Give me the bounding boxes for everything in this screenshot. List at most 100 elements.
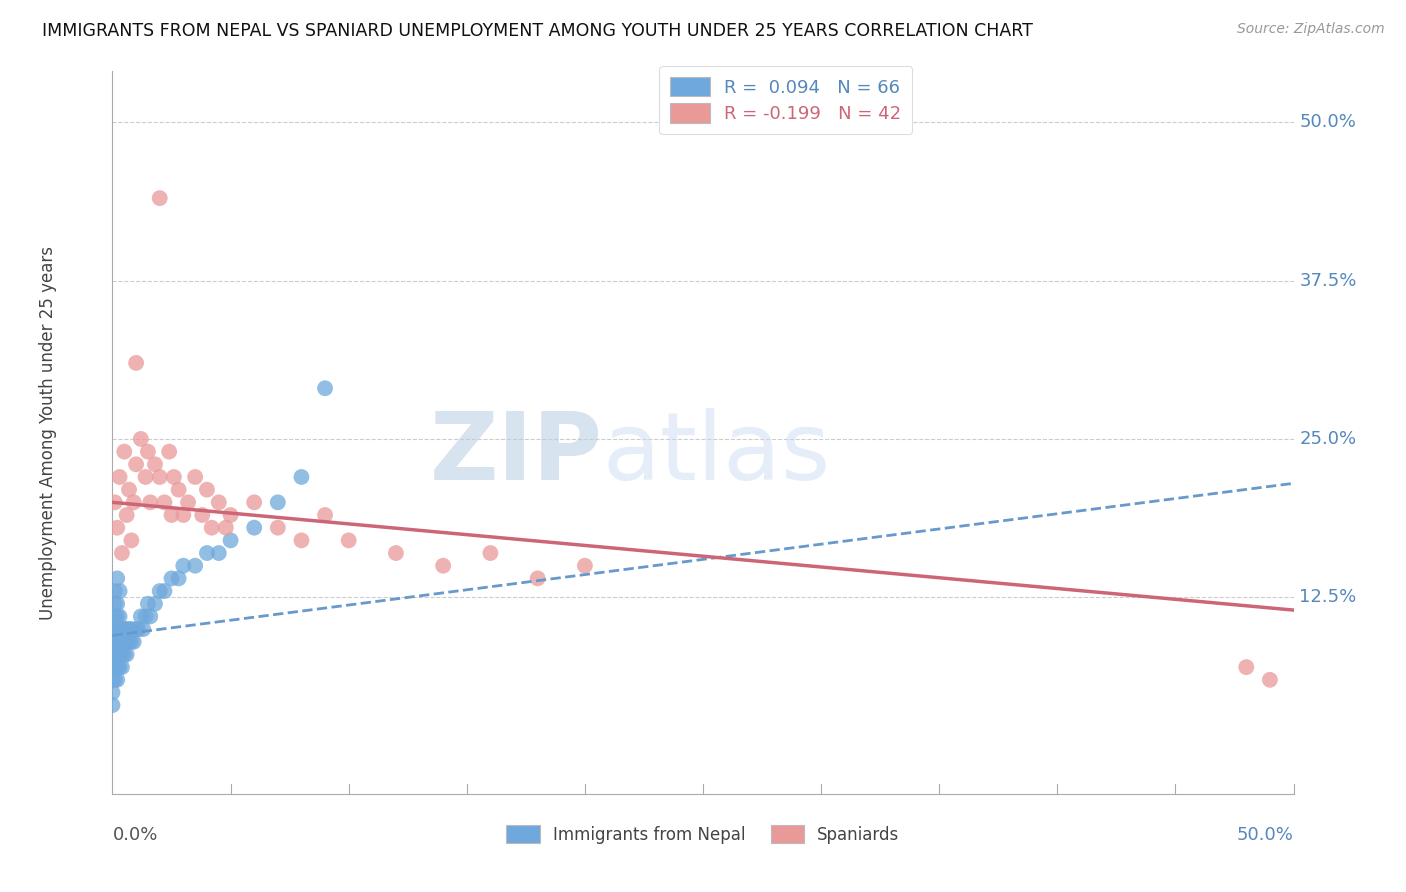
Point — [1258, 673, 1281, 687]
Point — [105, 597, 128, 611]
Point — [184, 470, 207, 484]
Point — [243, 495, 266, 509]
Point — [314, 381, 336, 395]
Point — [219, 508, 242, 522]
Point — [208, 495, 231, 509]
Point — [125, 356, 148, 370]
Point — [104, 660, 127, 674]
Point — [139, 495, 162, 509]
Point — [108, 584, 131, 599]
Point — [112, 622, 135, 636]
Point — [132, 622, 155, 636]
Point — [118, 483, 141, 497]
Point — [111, 660, 134, 674]
Point — [125, 622, 148, 636]
Point — [191, 508, 214, 522]
Text: ZIP: ZIP — [430, 409, 603, 500]
Point — [118, 622, 141, 636]
Point — [104, 584, 127, 599]
Text: 0.0%: 0.0% — [112, 826, 157, 844]
Point — [267, 521, 290, 535]
Point — [105, 571, 128, 585]
Text: 50.0%: 50.0% — [1299, 113, 1357, 131]
Point — [290, 470, 312, 484]
Point — [104, 648, 127, 662]
Point — [160, 571, 183, 585]
Point — [105, 622, 128, 636]
Point — [136, 444, 159, 458]
Point — [105, 521, 128, 535]
Point — [153, 495, 176, 509]
Point — [104, 495, 127, 509]
Point — [125, 458, 148, 472]
Point — [215, 521, 238, 535]
Point — [139, 609, 162, 624]
Point — [167, 571, 190, 585]
Point — [290, 533, 312, 548]
Point — [122, 495, 145, 509]
Point — [432, 558, 454, 573]
Point — [574, 558, 596, 573]
Point — [127, 622, 149, 636]
Point — [201, 521, 224, 535]
Point — [157, 444, 180, 458]
Point — [105, 609, 128, 624]
Point — [104, 634, 127, 648]
Text: 50.0%: 50.0% — [1237, 826, 1294, 844]
Point — [120, 634, 142, 648]
Point — [208, 546, 231, 560]
Point — [112, 648, 135, 662]
Point — [101, 685, 124, 699]
Text: Unemployment Among Youth under 25 years: Unemployment Among Youth under 25 years — [38, 245, 56, 620]
Point — [160, 508, 183, 522]
Point — [104, 609, 127, 624]
Point — [177, 495, 200, 509]
Point — [105, 634, 128, 648]
Point — [479, 546, 502, 560]
Point — [184, 558, 207, 573]
Point — [135, 609, 157, 624]
Point — [111, 634, 134, 648]
Point — [136, 597, 159, 611]
Legend: Immigrants from Nepal, Spaniards: Immigrants from Nepal, Spaniards — [499, 819, 907, 851]
Point — [115, 634, 138, 648]
Point — [135, 470, 157, 484]
Point — [143, 597, 166, 611]
Text: atlas: atlas — [603, 409, 831, 500]
Point — [108, 609, 131, 624]
Point — [195, 483, 218, 497]
Point — [149, 470, 172, 484]
Point — [101, 673, 124, 687]
Point — [143, 458, 166, 472]
Point — [108, 660, 131, 674]
Point — [172, 508, 194, 522]
Point — [153, 584, 176, 599]
Point — [167, 483, 190, 497]
Text: Source: ZipAtlas.com: Source: ZipAtlas.com — [1237, 22, 1385, 37]
Point — [115, 508, 138, 522]
Point — [115, 648, 138, 662]
Point — [104, 634, 127, 648]
Point — [104, 648, 127, 662]
Point — [104, 660, 127, 674]
Point — [163, 470, 186, 484]
Point — [112, 634, 135, 648]
Point — [108, 648, 131, 662]
Point — [195, 546, 218, 560]
Point — [129, 432, 152, 446]
Point — [149, 584, 172, 599]
Point — [105, 648, 128, 662]
Point — [120, 533, 142, 548]
Point — [149, 191, 172, 205]
Point — [105, 660, 128, 674]
Point — [111, 622, 134, 636]
Point — [111, 648, 134, 662]
Point — [108, 470, 131, 484]
Point — [111, 546, 134, 560]
Point — [115, 622, 138, 636]
Point — [219, 533, 242, 548]
Point — [104, 597, 127, 611]
Text: 25.0%: 25.0% — [1299, 430, 1357, 448]
Point — [101, 698, 124, 713]
Text: 37.5%: 37.5% — [1299, 271, 1357, 290]
